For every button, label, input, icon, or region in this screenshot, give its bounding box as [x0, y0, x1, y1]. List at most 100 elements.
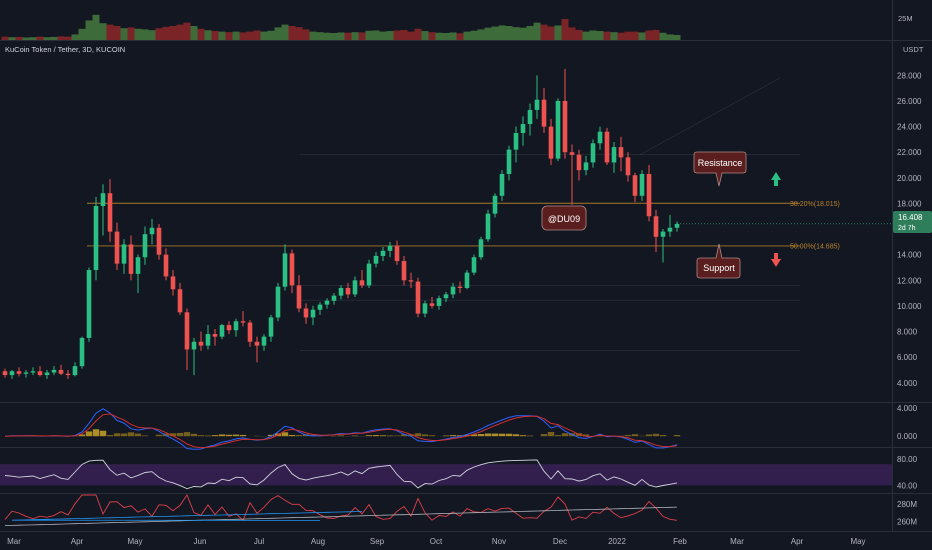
x-tick-label: Oct — [430, 537, 443, 546]
candle-body — [639, 173, 645, 196]
price-tick-label: 8.000 — [897, 328, 918, 337]
macd-histogram-bar — [288, 434, 296, 437]
volume-bar — [323, 32, 331, 40]
macd-histogram-bar — [162, 433, 170, 437]
volume-bar — [624, 31, 632, 40]
candle-body — [135, 257, 141, 274]
volume-bar — [211, 31, 219, 40]
volume-bar — [442, 33, 450, 40]
volume-bar — [71, 34, 79, 40]
volume-bar — [540, 24, 548, 40]
candle-body — [16, 371, 22, 374]
fib-level-label: 38.20%(18.015) — [790, 201, 840, 208]
volume-bar — [92, 14, 100, 41]
candle-body — [275, 286, 281, 318]
candle-body — [674, 223, 680, 228]
macd-histogram-bar — [120, 433, 128, 437]
candle-body — [9, 371, 15, 376]
macd-histogram-bar — [211, 435, 219, 437]
third-indicator-baseline — [11, 511, 363, 521]
candle-body — [471, 257, 477, 273]
volume-bar — [288, 26, 296, 40]
volume-bar — [106, 24, 114, 40]
macd-histogram-bar — [183, 432, 191, 437]
volume-bar — [512, 27, 520, 40]
candle-body — [240, 321, 246, 323]
trend-line — [639, 77, 781, 155]
price-tick-label: 22.000 — [897, 148, 922, 157]
macd-histogram-bar — [428, 435, 436, 437]
candle-body — [72, 366, 78, 376]
volume-bar — [309, 31, 317, 40]
macd-histogram-bar — [645, 434, 653, 437]
macd-histogram-bar — [78, 434, 86, 437]
candle-body — [37, 371, 43, 376]
volume-bar — [547, 26, 555, 40]
volume-bar — [421, 31, 429, 40]
volume-bar — [673, 34, 681, 40]
candle-body — [520, 124, 526, 134]
macd-histogram-bar — [421, 434, 429, 437]
macd-histogram-bar — [512, 434, 520, 437]
volume-bar — [638, 32, 646, 40]
candle-body — [282, 253, 288, 287]
candle-body — [107, 193, 113, 232]
candle-body — [429, 303, 435, 306]
rsi-pane — [0, 459, 892, 490]
macd-line — [4, 408, 678, 450]
volume-bar — [379, 31, 387, 40]
volume-bar — [85, 20, 93, 40]
third-tick-label: 280M — [897, 500, 917, 509]
volume-bar — [589, 30, 597, 40]
macd-histogram-bar — [624, 434, 632, 437]
candle-body — [30, 371, 36, 373]
macd-histogram-bar — [225, 434, 233, 437]
volume-bar — [22, 37, 30, 40]
candle-body — [324, 300, 330, 305]
macd-histogram-bar — [218, 434, 226, 437]
volume-bar — [8, 37, 16, 40]
macd-histogram-bar — [463, 434, 471, 437]
candle-body — [2, 371, 8, 376]
volume-bar — [246, 31, 254, 40]
macd-pane — [4, 408, 681, 450]
resistance-label: Resistance — [698, 158, 743, 168]
third-tick-label: 260M — [897, 517, 917, 526]
volume-bar — [351, 32, 359, 40]
candle-body — [142, 234, 148, 258]
candle-body — [65, 373, 71, 376]
price-tick-label: 14.000 — [897, 251, 922, 260]
support-callout[interactable]: Support — [696, 243, 741, 279]
volume-bar — [281, 24, 289, 40]
candle-body — [345, 287, 351, 295]
macd-histogram-bar — [169, 433, 177, 437]
candle-body — [499, 173, 505, 196]
candle-body — [79, 337, 85, 367]
candle-body — [289, 253, 295, 286]
macd-histogram-bar — [372, 435, 380, 437]
volume-bar — [113, 26, 121, 40]
symbol-title[interactable]: KuCoin Token / Tether, 3D, KUCOIN — [5, 45, 125, 54]
macd-histogram-bar — [659, 434, 667, 437]
macd-histogram-bar — [554, 435, 562, 437]
volume-bar — [15, 36, 23, 40]
fibonacci-levels: 38.20%(18.015) 50.00%(14.685) — [87, 77, 840, 351]
volume-bar — [204, 30, 212, 40]
candle-body — [415, 281, 421, 314]
macd-histogram-bar — [176, 432, 184, 437]
volume-bar — [652, 29, 660, 40]
volume-bar — [554, 25, 562, 40]
candle-body — [100, 193, 106, 207]
macd-tick-label: 0.000 — [897, 432, 918, 441]
macd-histogram-bar — [295, 435, 303, 437]
volume-bar — [78, 28, 86, 40]
macd-histogram-bar — [631, 434, 639, 437]
macd-histogram-bar — [505, 433, 513, 437]
volume-bar — [169, 26, 177, 40]
volume-bar — [365, 30, 373, 40]
candle-body — [548, 126, 554, 159]
x-tick-label: Mar — [730, 537, 744, 546]
candle-body — [534, 99, 540, 110]
arrow-up-icon — [771, 172, 781, 186]
resistance-callout[interactable]: Resistance — [693, 151, 747, 187]
